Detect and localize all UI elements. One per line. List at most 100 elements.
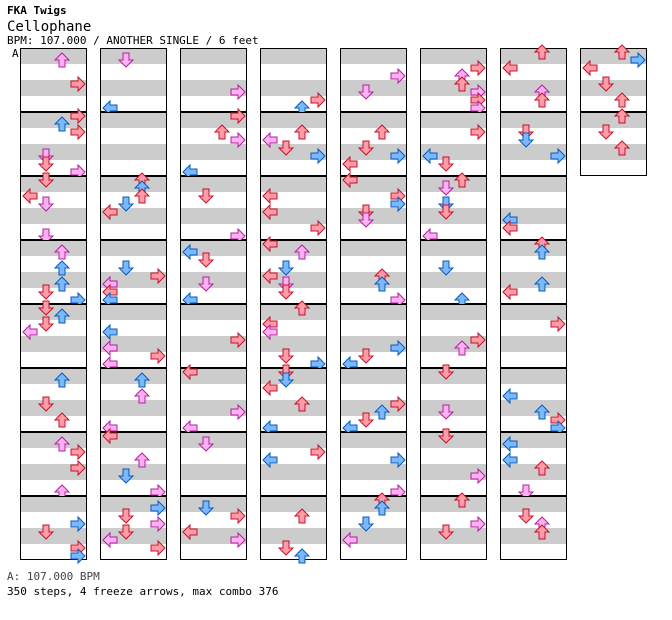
arrow-down xyxy=(37,300,55,316)
arrow-right xyxy=(150,539,166,557)
arrow-up xyxy=(293,124,311,140)
arrow-right xyxy=(230,331,246,349)
arrow-up xyxy=(533,404,551,420)
beat-stripe xyxy=(20,496,87,512)
measure-box xyxy=(260,496,327,560)
arrow-down xyxy=(437,156,455,172)
arrow-left xyxy=(262,451,278,469)
arrow-down xyxy=(277,348,295,364)
arrow-down xyxy=(197,188,215,204)
beat-stripe xyxy=(500,48,567,64)
arrow-left xyxy=(102,531,118,549)
measure-box xyxy=(260,112,327,176)
beat-stripe xyxy=(420,528,487,544)
beat-stripe xyxy=(180,304,247,320)
arrow-left xyxy=(262,323,278,341)
arrow-left xyxy=(582,59,598,77)
arrow-up xyxy=(53,436,71,452)
arrow-down xyxy=(277,372,295,388)
measure-box xyxy=(340,176,407,240)
arrow-up xyxy=(453,492,471,508)
measure-box xyxy=(500,112,567,176)
beat-stripe xyxy=(20,112,87,128)
arrow-down xyxy=(437,204,455,220)
measure-box xyxy=(20,368,87,432)
arrow-left xyxy=(262,187,278,205)
beat-stripe xyxy=(260,176,327,192)
beat-stripe xyxy=(500,304,567,320)
beat-stripe xyxy=(340,144,407,160)
arrow-right xyxy=(70,515,86,533)
beat-stripe xyxy=(180,272,247,288)
beat-stripe xyxy=(100,464,167,480)
measure-box xyxy=(260,368,327,432)
beat-stripe xyxy=(180,400,247,416)
chart-column xyxy=(260,48,327,564)
arrow-up xyxy=(213,124,231,140)
beat-stripe xyxy=(340,208,407,224)
measure-box xyxy=(20,432,87,496)
arrow-down xyxy=(117,260,135,276)
measure-box xyxy=(420,496,487,560)
beat-stripe xyxy=(340,496,407,512)
measure-box xyxy=(420,240,487,304)
arrow-up xyxy=(133,452,151,468)
beat-stripe xyxy=(100,48,167,64)
beat-stripe xyxy=(260,336,327,352)
beat-stripe xyxy=(420,272,487,288)
arrow-left xyxy=(102,323,118,341)
song-title: Cellophane xyxy=(7,19,92,35)
measure-box xyxy=(340,496,407,560)
arrow-right xyxy=(550,147,566,165)
measure-box xyxy=(100,48,167,112)
arrow-down xyxy=(437,180,455,196)
measure-box xyxy=(260,432,327,496)
beat-stripe xyxy=(260,304,327,320)
arrow-down xyxy=(517,132,535,148)
beat-stripe xyxy=(180,112,247,128)
beat-stripe xyxy=(20,272,87,288)
beat-stripe xyxy=(100,400,167,416)
beat-stripe xyxy=(420,208,487,224)
arrow-up xyxy=(133,372,151,388)
measure-box xyxy=(340,112,407,176)
beat-stripe xyxy=(420,112,487,128)
beat-stripe xyxy=(20,432,87,448)
beat-stripe xyxy=(20,464,87,480)
measure-box xyxy=(20,496,87,560)
arrow-right xyxy=(230,131,246,149)
chart-stats: 350 steps, 4 freeze arrows, max combo 37… xyxy=(7,585,279,598)
beat-stripe xyxy=(20,48,87,64)
beat-stripe xyxy=(20,208,87,224)
measure-box xyxy=(180,496,247,560)
beat-stripe xyxy=(20,240,87,256)
arrow-right xyxy=(150,347,166,365)
arrow-right xyxy=(150,499,166,517)
bpm-summary: A: 107.000 BPM xyxy=(7,570,100,583)
arrow-down xyxy=(437,428,455,444)
arrow-down xyxy=(197,252,215,268)
beat-stripe xyxy=(500,496,567,512)
arrow-left xyxy=(262,267,278,285)
arrow-right xyxy=(470,467,486,485)
beat-stripe xyxy=(500,176,567,192)
arrow-down xyxy=(117,508,135,524)
arrow-up xyxy=(533,92,551,108)
measure-box xyxy=(260,240,327,304)
beat-stripe xyxy=(100,240,167,256)
beat-stripe xyxy=(180,496,247,512)
arrow-down xyxy=(277,260,295,276)
measure-box xyxy=(500,176,567,240)
arrow-down xyxy=(357,412,375,428)
arrow-right xyxy=(470,331,486,349)
beat-stripe xyxy=(420,240,487,256)
measure-box xyxy=(260,304,327,368)
arrow-down xyxy=(277,540,295,556)
arrow-left xyxy=(182,243,198,261)
beat-stripe xyxy=(340,400,407,416)
arrow-down xyxy=(357,212,375,228)
chart-column xyxy=(20,48,87,565)
arrow-up xyxy=(613,140,631,156)
arrow-down xyxy=(357,84,375,100)
